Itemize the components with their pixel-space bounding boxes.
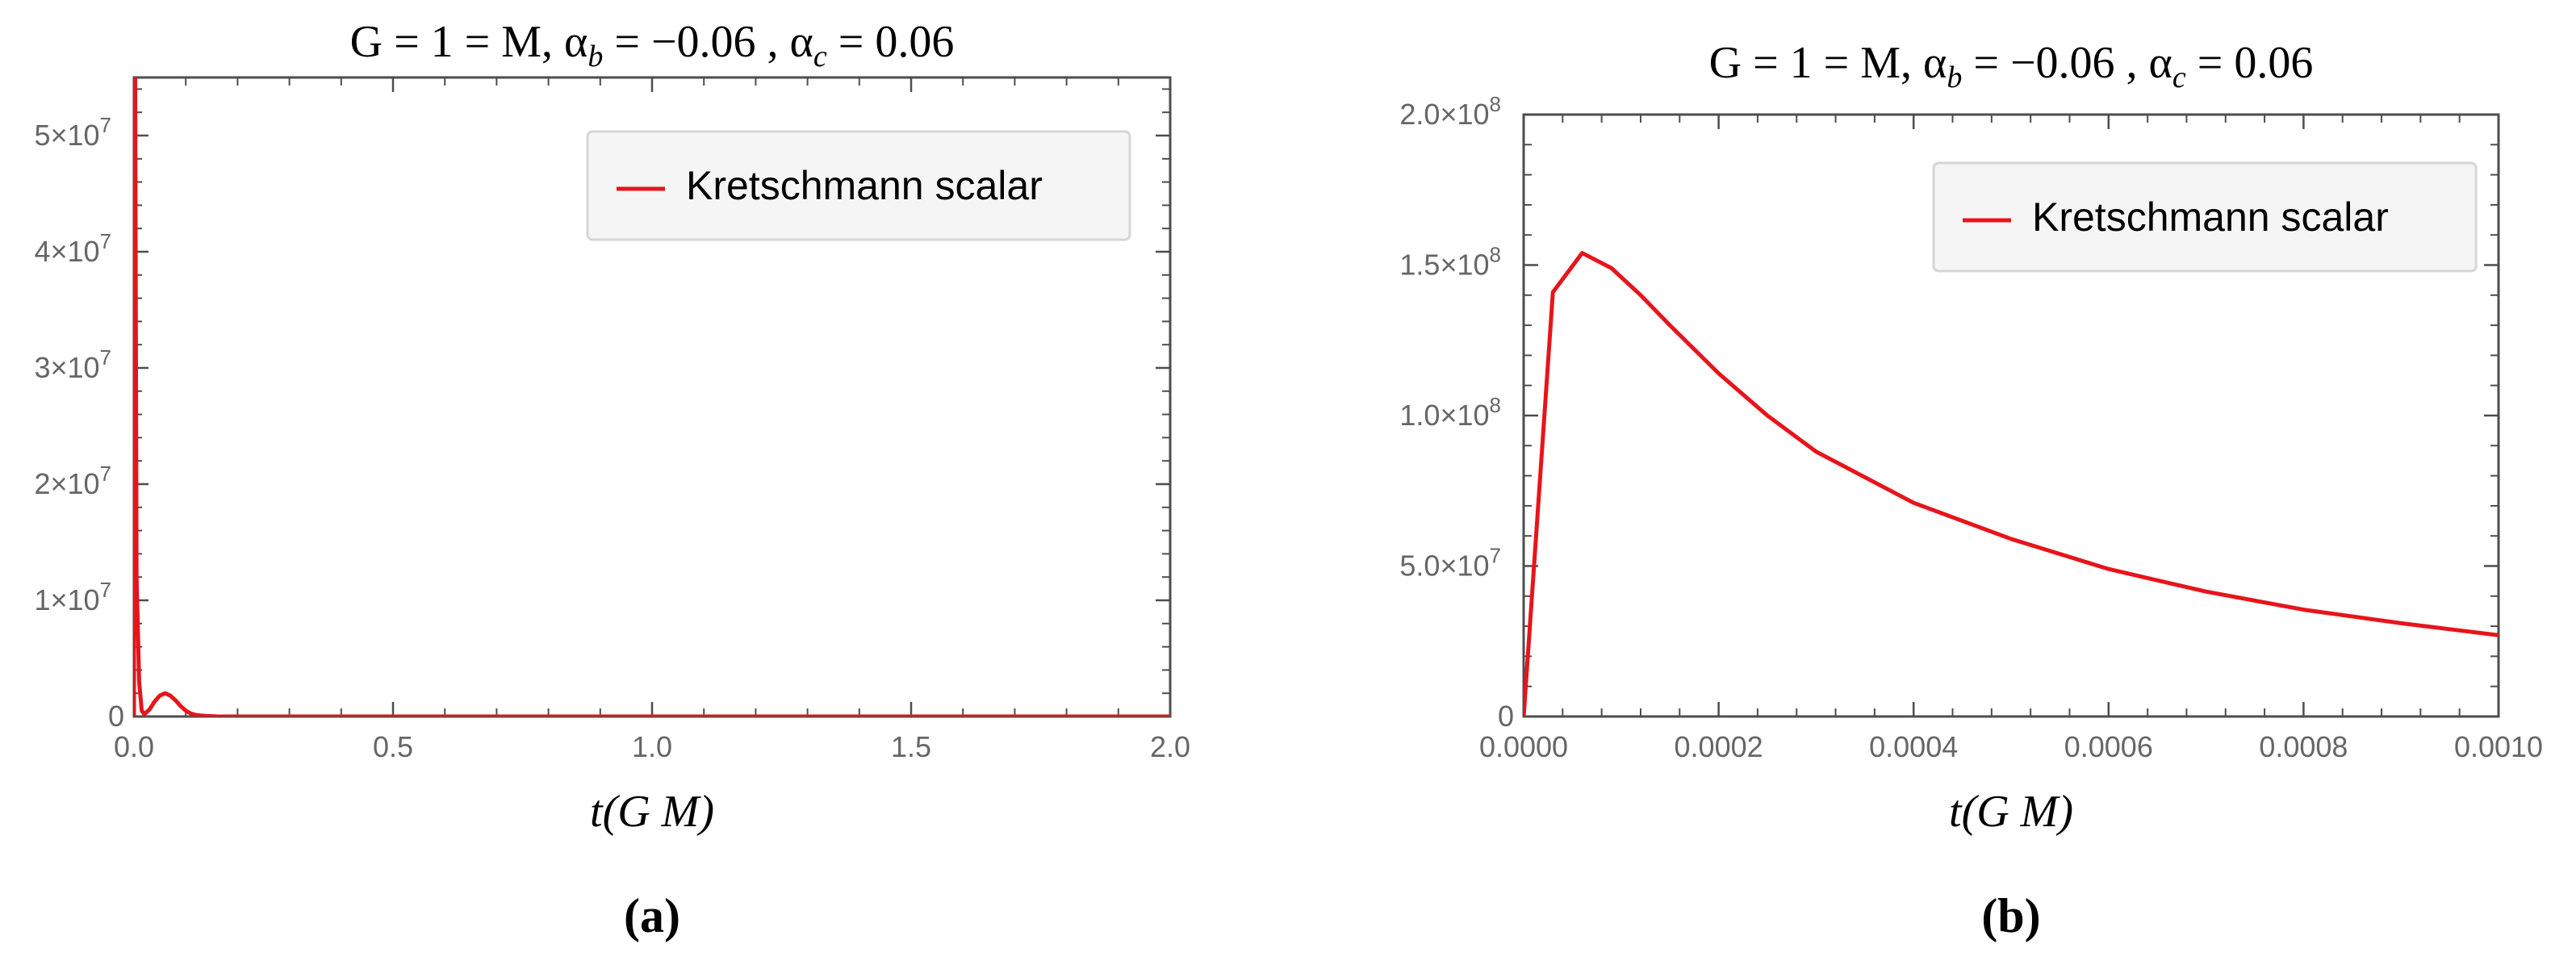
- y-tick-exponent: 8: [1490, 243, 1501, 267]
- y-tick-label: 2.0×108: [1399, 92, 1501, 131]
- y-tick-label: 0: [108, 700, 124, 733]
- legend: Kretschmann scalar: [586, 130, 1131, 241]
- title-subscript: b: [1947, 61, 1962, 94]
- legend-box: [586, 130, 1131, 241]
- title-segment: = 0.06: [827, 17, 955, 67]
- x-tick-label: 0.0002: [1675, 730, 1763, 763]
- y-tick-exponent: 7: [100, 578, 111, 602]
- title-segment: G = 1 = M, α: [350, 17, 588, 67]
- chart-title: G = 1 = M, αb = −0.06 , αc = 0.06: [350, 17, 955, 73]
- y-tick-mantissa: 1.5×10: [1399, 249, 1489, 282]
- title-segment: = −0.06 , α: [1962, 38, 2172, 88]
- y-tick-label: 1.0×108: [1399, 393, 1501, 432]
- title-segment: = −0.06 , α: [603, 17, 813, 67]
- y-tick-label: 1×107: [34, 578, 111, 616]
- y-tick-mantissa: 1×10: [34, 583, 99, 616]
- y-tick-exponent: 7: [1490, 544, 1501, 568]
- panel-a: G = 1 = M, αb = −0.06 , αc = 0.06 0.0 0.5 1…: [34, 17, 1190, 942]
- y-tick-label: 5×107: [34, 113, 111, 152]
- x-tick-label: 0.0004: [1869, 730, 1958, 763]
- series-line: [1524, 251, 2499, 716]
- y-tick-mantissa: 1.0×10: [1399, 399, 1489, 432]
- y-tick-label: 3×107: [34, 345, 111, 384]
- y-tick-exponent: 8: [1490, 92, 1501, 116]
- y-tick-mantissa: 5.0×10: [1399, 549, 1489, 583]
- panel-caption: (a): [624, 889, 680, 942]
- x-tick-label: 0.0006: [2064, 730, 2153, 763]
- legend-label: Kretschmann scalar: [2032, 194, 2389, 240]
- legend: Kretschmann scalar: [1932, 161, 2478, 273]
- x-tick-label: 1.5: [891, 730, 931, 763]
- x-tick-label: 0.5: [373, 730, 413, 763]
- title-segment: = 0.06: [2186, 38, 2314, 88]
- y-tick-mantissa: 3×10: [34, 351, 99, 384]
- y-tick-label: 1.5×108: [1399, 243, 1501, 282]
- panel-caption: (b): [1981, 889, 2040, 942]
- x-tick-label: 0.0010: [2454, 730, 2543, 763]
- title-subscript: c: [2172, 61, 2186, 94]
- title-subscript: b: [588, 40, 603, 73]
- y-tick-label: 0: [1498, 700, 1514, 733]
- y-tick-exponent: 7: [100, 229, 111, 253]
- y-tick-label: 5.0×107: [1399, 544, 1501, 583]
- y-tick-label: 2×107: [34, 462, 111, 500]
- y-tick-exponent: 7: [100, 345, 111, 370]
- y-tick-mantissa: 5×10: [34, 119, 99, 152]
- series-line: [134, 77, 1170, 716]
- y-tick-exponent: 7: [100, 113, 111, 137]
- legend-box: [1932, 161, 2478, 273]
- y-tick-exponent: 7: [100, 462, 111, 486]
- x-axis-title: t(G M): [1949, 787, 2073, 837]
- title-subscript: c: [813, 40, 827, 73]
- x-tick-label: 0.0000: [1479, 730, 1568, 763]
- x-tick-label: 0.0: [114, 730, 154, 763]
- x-axis-title: t(G M): [590, 787, 714, 837]
- x-tick-label: 2.0: [1150, 730, 1190, 763]
- y-tick-mantissa: 2.0×10: [1399, 98, 1489, 131]
- x-tick-label: 1.0: [632, 730, 672, 763]
- y-tick-mantissa: 4×10: [34, 235, 99, 268]
- chart-title: G = 1 = M, αb = −0.06 , αc = 0.06: [1709, 38, 2314, 94]
- y-tick-mantissa: 2×10: [34, 467, 99, 500]
- x-tick-label: 0.0008: [2259, 730, 2348, 763]
- y-tick-label: 4×107: [34, 229, 111, 268]
- y-tick-exponent: 8: [1490, 393, 1501, 417]
- title-segment: G = 1 = M, α: [1709, 38, 1947, 88]
- legend-label: Kretschmann scalar: [686, 163, 1043, 208]
- panel-b: G = 1 = M, αb = −0.06 , αc = 0.060.0000 0…: [1399, 38, 2543, 942]
